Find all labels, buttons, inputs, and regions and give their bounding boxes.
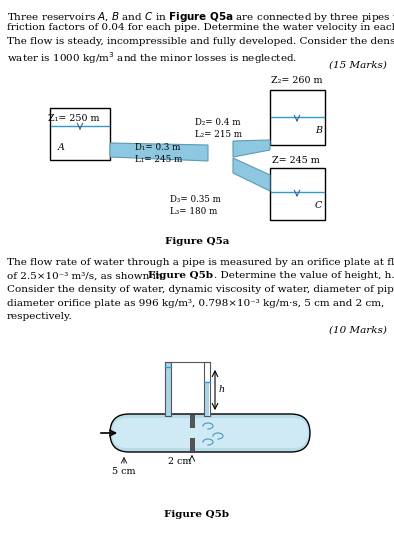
Text: friction factors of 0.04 for each pipe. Determine the water velocity in each pip: friction factors of 0.04 for each pipe. … <box>7 23 394 32</box>
Text: D₁= 0.3 m
L₁= 245 m: D₁= 0.3 m L₁= 245 m <box>135 143 182 164</box>
Text: water is 1000 kg/m$^3$ and the minor losses is neglected.: water is 1000 kg/m$^3$ and the minor los… <box>7 50 297 67</box>
Polygon shape <box>233 140 270 157</box>
Bar <box>271 117 324 144</box>
Text: C: C <box>315 201 322 210</box>
Text: Three reservoirs $A$, $B$ and $C$ in $\mathbf{Figure\ Q5a}$ are connected by thr: Three reservoirs $A$, $B$ and $C$ in $\m… <box>7 10 394 24</box>
Text: . Determine the value of height, h.: . Determine the value of height, h. <box>214 272 394 281</box>
Text: respectively.: respectively. <box>7 312 73 321</box>
Bar <box>50 108 110 160</box>
Text: D₂= 0.4 m
L₂= 215 m: D₂= 0.4 m L₂= 215 m <box>195 118 242 139</box>
Text: B: B <box>315 126 322 135</box>
Text: 5 cm: 5 cm <box>112 467 136 476</box>
Text: Figure Q5b: Figure Q5b <box>148 272 213 281</box>
Bar <box>205 382 209 416</box>
Text: Consider the density of water, dynamic viscosity of water, diameter of pipe and: Consider the density of water, dynamic v… <box>7 285 394 294</box>
Bar <box>189 428 195 438</box>
Polygon shape <box>233 158 270 191</box>
Bar <box>270 90 325 145</box>
Bar <box>270 168 325 220</box>
Bar <box>190 414 194 452</box>
FancyBboxPatch shape <box>110 414 310 452</box>
Text: Figure Q5b: Figure Q5b <box>165 510 229 519</box>
Bar <box>204 362 210 416</box>
Bar <box>51 126 109 159</box>
Bar <box>271 192 324 219</box>
Polygon shape <box>110 143 208 161</box>
Text: A: A <box>58 143 65 152</box>
Text: Z₂= 260 m: Z₂= 260 m <box>271 76 323 85</box>
Text: Z₁= 250 m: Z₁= 250 m <box>48 114 100 123</box>
FancyBboxPatch shape <box>112 418 308 448</box>
Text: Z⁣= 245 m: Z⁣= 245 m <box>272 156 320 165</box>
Text: of 2.5×10⁻³ m³/s, as shown in: of 2.5×10⁻³ m³/s, as shown in <box>7 272 166 281</box>
Bar <box>165 362 171 416</box>
Text: Figure Q5a: Figure Q5a <box>165 237 229 246</box>
Text: The flow rate of water through a pipe is measured by an orifice plate at flow ra: The flow rate of water through a pipe is… <box>7 258 394 267</box>
Text: 2 cm: 2 cm <box>168 457 191 466</box>
Text: The flow is steady, incompressible and fully developed. Consider the density of: The flow is steady, incompressible and f… <box>7 37 394 46</box>
Text: h: h <box>219 386 225 395</box>
Text: diameter orifice plate as 996 kg/m³, 0.798×10⁻³ kg/m·s, 5 cm and 2 cm,: diameter orifice plate as 996 kg/m³, 0.7… <box>7 299 384 307</box>
Text: D₃= 0.35 m
L₃= 180 m: D₃= 0.35 m L₃= 180 m <box>170 195 221 216</box>
Text: (10 Marks): (10 Marks) <box>329 325 387 334</box>
Text: (15 Marks): (15 Marks) <box>329 60 387 69</box>
